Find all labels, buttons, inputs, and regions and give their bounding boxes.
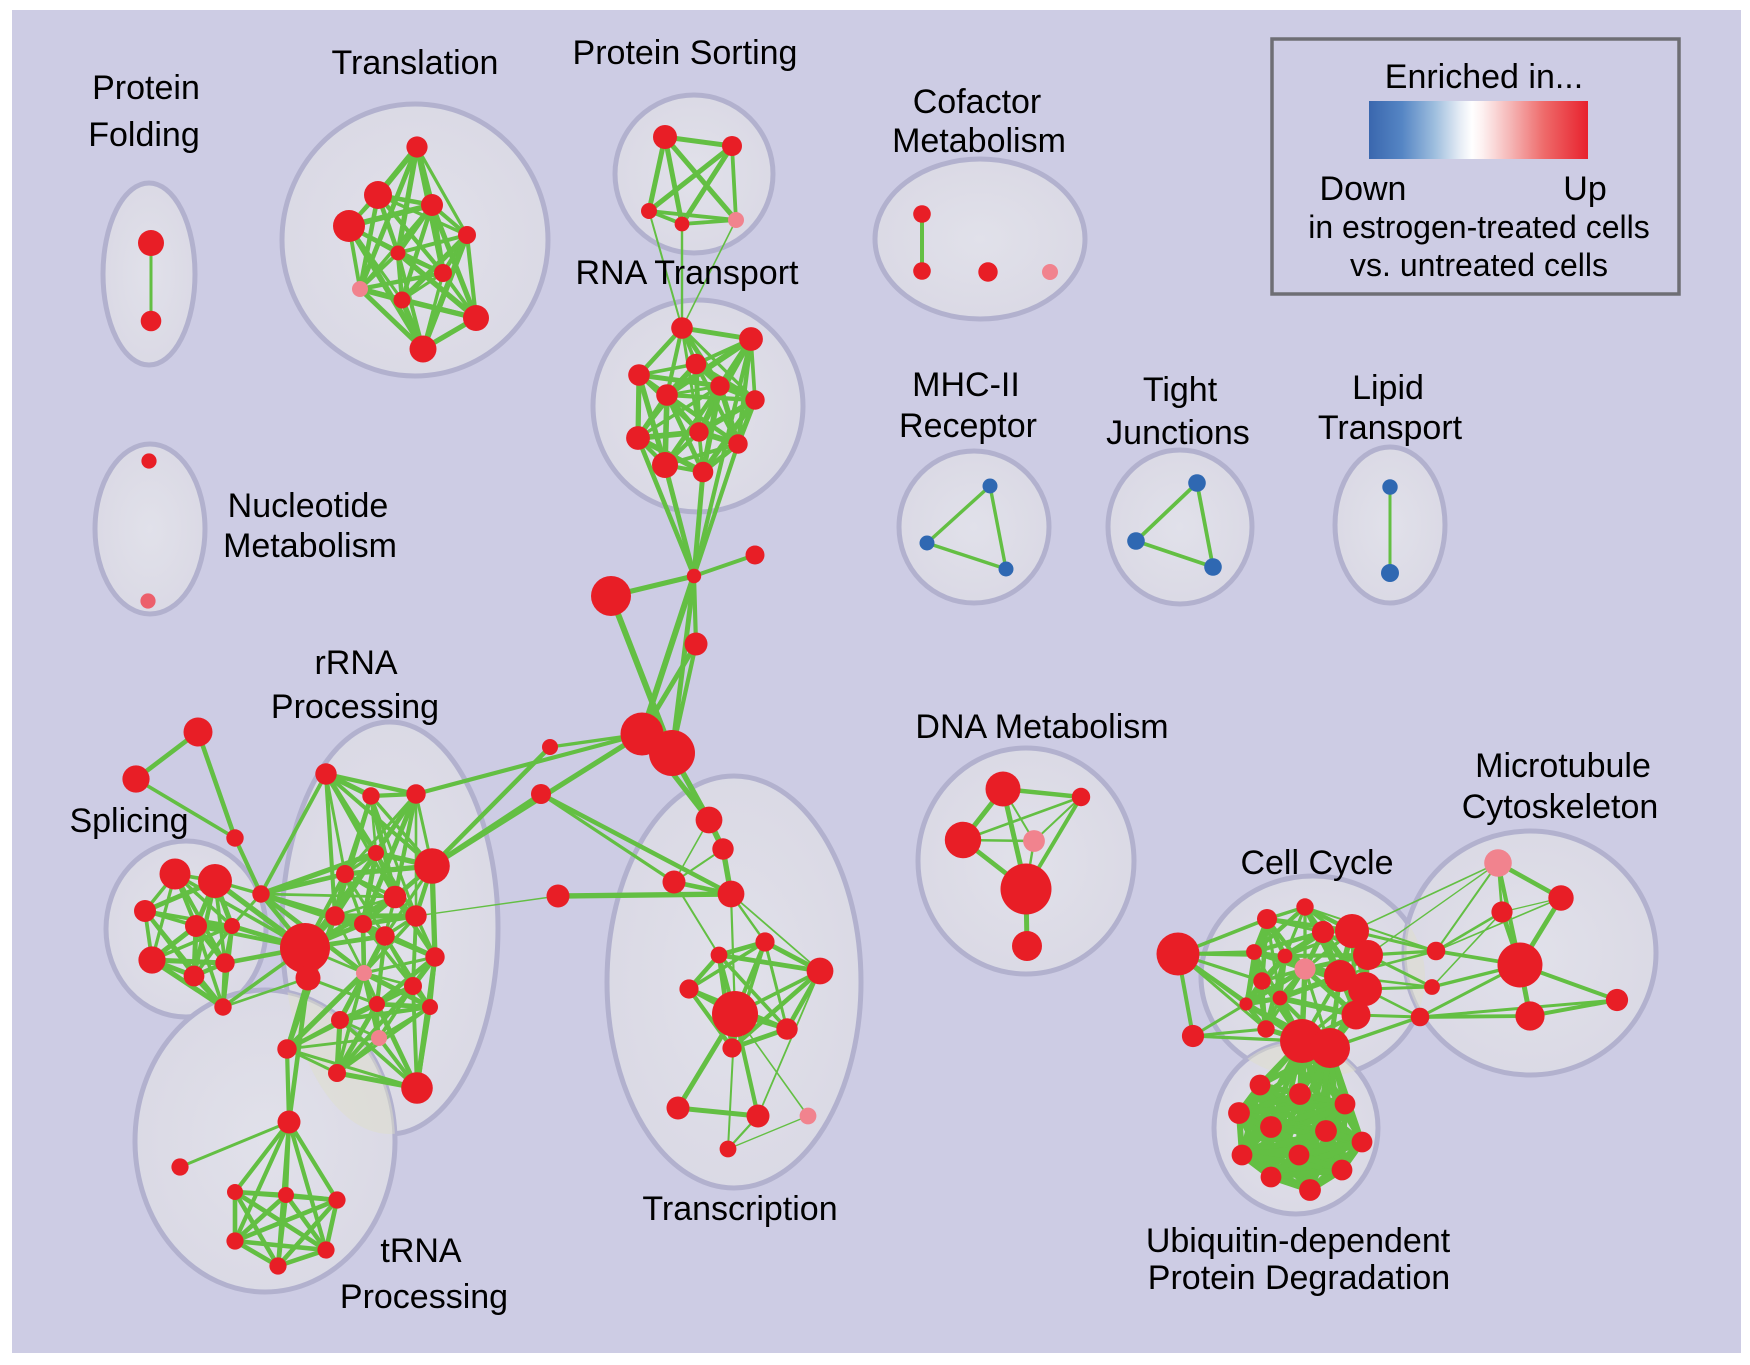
svg-text:Receptor: Receptor [899, 407, 1037, 445]
svg-text:Cell Cycle: Cell Cycle [1240, 844, 1393, 882]
svg-text:Up: Up [1563, 170, 1606, 208]
svg-text:Processing: Processing [340, 1278, 508, 1316]
svg-text:Transcription: Transcription [642, 1190, 837, 1228]
svg-text:Translation: Translation [332, 44, 499, 82]
svg-text:vs. untreated cells: vs. untreated cells [1350, 247, 1608, 283]
svg-text:Transport: Transport [1318, 409, 1463, 447]
svg-text:MHC-II: MHC-II [912, 366, 1020, 404]
svg-text:rRNA: rRNA [314, 644, 397, 682]
svg-text:Splicing: Splicing [69, 802, 188, 840]
svg-text:Lipid: Lipid [1352, 369, 1424, 407]
svg-text:tRNA: tRNA [380, 1232, 462, 1270]
svg-text:Enriched in...: Enriched in... [1385, 58, 1583, 96]
svg-text:Metabolism: Metabolism [223, 527, 397, 565]
svg-text:Protein Sorting: Protein Sorting [573, 34, 798, 72]
svg-text:RNA Transport: RNA Transport [576, 254, 800, 292]
svg-text:Tight: Tight [1143, 371, 1218, 409]
svg-text:Ubiquitin-dependent: Ubiquitin-dependent [1146, 1222, 1451, 1260]
svg-text:in estrogen-treated cells: in estrogen-treated cells [1308, 209, 1650, 245]
svg-text:Junctions: Junctions [1106, 414, 1250, 452]
svg-text:Protein Degradation: Protein Degradation [1148, 1259, 1450, 1297]
svg-text:Metabolism: Metabolism [892, 122, 1066, 160]
svg-text:Down: Down [1320, 170, 1407, 208]
svg-text:DNA Metabolism: DNA Metabolism [915, 708, 1168, 746]
svg-text:Processing: Processing [271, 688, 439, 726]
svg-text:Protein: Protein [92, 69, 200, 107]
svg-text:Microtubule: Microtubule [1475, 747, 1651, 785]
svg-text:Cofactor: Cofactor [913, 83, 1042, 121]
svg-text:Folding: Folding [88, 116, 200, 154]
svg-text:Cytoskeleton: Cytoskeleton [1462, 788, 1659, 826]
svg-text:Nucleotide: Nucleotide [228, 487, 389, 525]
